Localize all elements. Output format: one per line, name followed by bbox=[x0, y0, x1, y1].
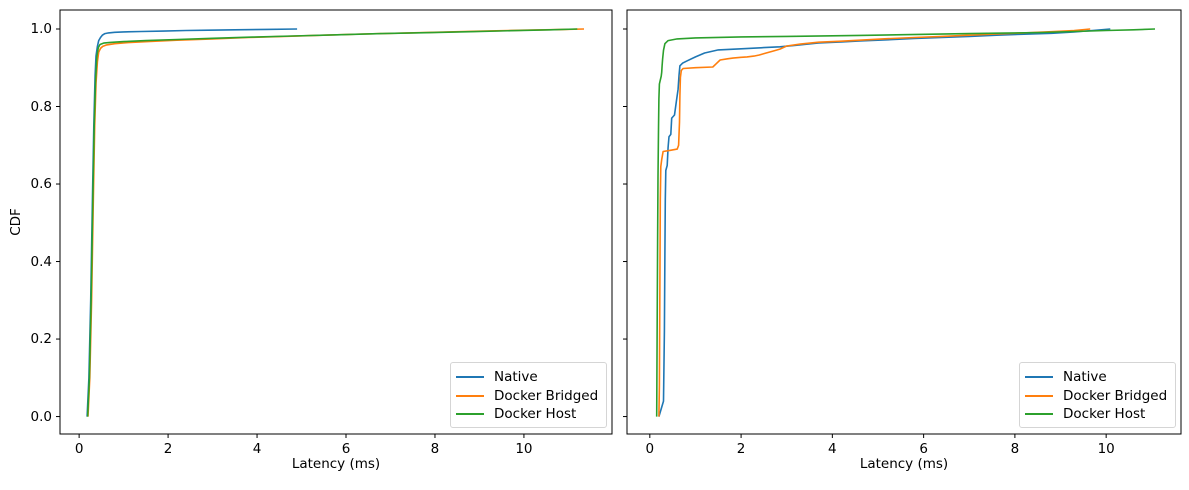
legend-line-swatch-native-icon bbox=[456, 376, 484, 378]
y-tick-label: 0.2 bbox=[30, 331, 52, 348]
cdf-line-native bbox=[86, 28, 298, 417]
legend-item-docker-host: Docker Host bbox=[456, 406, 600, 422]
legend-line-swatch-docker-bridged-icon bbox=[456, 394, 484, 397]
y-tick-label: 0.8 bbox=[30, 98, 52, 115]
x-axis-label-right: Latency (ms) bbox=[859, 456, 949, 472]
cdf-line-docker-host bbox=[86, 28, 578, 417]
legend-item-docker-host: Docker Host bbox=[1025, 406, 1169, 422]
legend-label: Native bbox=[1063, 369, 1107, 385]
y-tick-label: 0.6 bbox=[30, 176, 52, 193]
legend-line-swatch-docker-host-icon bbox=[1025, 413, 1053, 415]
legend-item-docker-bridged: Docker Bridged bbox=[456, 388, 600, 404]
cdf-line-docker-host bbox=[655, 28, 1156, 417]
y-axis-label: CDF bbox=[8, 208, 24, 236]
x-tick-label: 8 bbox=[430, 441, 440, 457]
x-tick-label: 4 bbox=[252, 441, 262, 457]
x-tick-label: 2 bbox=[736, 441, 746, 457]
legend-right-plot: Native Docker Bridged Docker Host bbox=[1019, 362, 1176, 428]
legend-label: Docker Bridged bbox=[1063, 387, 1168, 404]
y-tick-label: 0.0 bbox=[30, 408, 52, 425]
x-tick-label: 10 bbox=[1097, 441, 1115, 457]
y-tick-label: 0.4 bbox=[30, 253, 52, 270]
cdf-line-docker-bridged bbox=[87, 28, 585, 417]
x-tick-label: 6 bbox=[919, 441, 928, 457]
legend-label: Docker Host bbox=[494, 406, 577, 422]
x-tick-label: 4 bbox=[828, 441, 837, 457]
x-tick-label: 10 bbox=[515, 441, 533, 457]
cdf-line-native bbox=[658, 28, 1111, 417]
axes-spines bbox=[626, 9, 1182, 435]
legend-label: Native bbox=[494, 369, 538, 385]
legend-line-swatch-docker-bridged-icon bbox=[1025, 394, 1053, 397]
cdf-line-docker-bridged bbox=[658, 28, 1091, 417]
x-tick-label: 0 bbox=[645, 441, 655, 457]
legend-item-docker-bridged: Docker Bridged bbox=[1025, 388, 1169, 404]
axes-spines bbox=[59, 9, 613, 435]
legend-item-native: Native bbox=[1025, 369, 1169, 385]
legend-line-swatch-native-icon bbox=[1025, 376, 1053, 378]
y-tick-label: 1.0 bbox=[30, 20, 52, 37]
x-tick-label: 8 bbox=[1010, 441, 1020, 457]
legend-item-native: Native bbox=[456, 369, 600, 385]
legend-left-plot: Native Docker Bridged Docker Host bbox=[450, 362, 607, 428]
legend-label: Docker Host bbox=[1063, 406, 1146, 422]
x-tick-label: 2 bbox=[163, 441, 173, 457]
x-tick-label: 6 bbox=[341, 441, 351, 457]
legend-label: Docker Bridged bbox=[494, 387, 599, 404]
x-tick-label: 0 bbox=[74, 441, 84, 457]
legend-line-swatch-docker-host-icon bbox=[456, 413, 484, 415]
x-axis-label-left: Latency (ms) bbox=[291, 456, 381, 472]
